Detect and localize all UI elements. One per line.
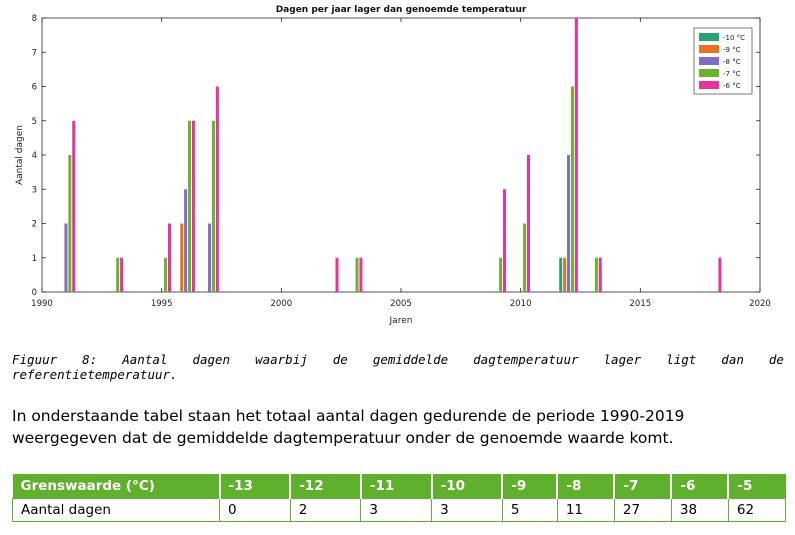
x-axis-label: Jaren	[389, 316, 413, 326]
caption-line-2: referentietemperatuur.	[12, 367, 178, 382]
bar	[120, 257, 124, 292]
y-tick-label: 1	[32, 254, 37, 264]
legend-swatch	[699, 57, 719, 65]
bar	[191, 120, 195, 292]
value-cell: 3	[431, 498, 503, 522]
caption-word: de	[768, 352, 784, 367]
intro-paragraph: In onderstaande tabel staan het totaal a…	[12, 407, 685, 447]
x-tick-label: 1990	[31, 299, 53, 309]
caption-word: waarbij	[255, 352, 308, 367]
bar	[594, 257, 598, 292]
caption-word: dan	[721, 352, 744, 367]
bar	[188, 120, 191, 292]
header-cell: -11	[360, 474, 433, 499]
y-tick-label: 4	[32, 151, 37, 161]
x-tick-label: 2005	[390, 299, 412, 309]
legend-label: -7 °C	[723, 70, 741, 78]
bar	[598, 257, 602, 292]
bar	[68, 155, 72, 292]
chart-title: Dagen per jaar lager dan genoemde temper…	[276, 5, 527, 15]
caption-word: dagtemperatuur	[473, 352, 579, 367]
legend-label: -9 °C	[723, 46, 741, 54]
bar-chart: Dagen per jaar lager dan genoemde temper…	[15, 5, 771, 326]
bar	[180, 223, 184, 292]
value-cell: 38	[670, 498, 729, 522]
caption-word: Figuur	[12, 352, 58, 367]
caption-word: lager	[603, 352, 642, 367]
bar	[211, 120, 215, 292]
x-tick-label: 2000	[271, 299, 293, 309]
bar	[718, 257, 722, 292]
bar	[359, 257, 363, 292]
header-cell: -5	[728, 474, 786, 499]
row-label-cell: Aantal dagen	[12, 498, 220, 522]
bar	[503, 189, 507, 292]
value-cell: 62	[727, 498, 787, 522]
threshold-table: Grenswaarde (°C) -13 -12 -11 -10 -9 -8 -…	[12, 474, 787, 522]
value-cell: 2	[289, 498, 362, 522]
bar	[167, 223, 171, 292]
y-tick-label: 0	[32, 288, 37, 298]
legend-label: -10 °C	[723, 34, 745, 42]
legend-swatch	[699, 69, 719, 77]
bar	[72, 120, 76, 292]
bar	[184, 189, 188, 292]
value-cell: 27	[613, 498, 672, 522]
bar	[563, 257, 567, 292]
bar	[523, 223, 527, 292]
caption-word: de	[332, 352, 348, 367]
header-cell: -9	[502, 474, 559, 499]
caption-word: gemiddelde	[372, 352, 449, 367]
value-cell: 11	[556, 498, 615, 522]
y-tick-label: 5	[32, 117, 37, 127]
header-label-cell: Grenswaarde (°C)	[12, 474, 221, 499]
caption-word: ligt	[666, 352, 697, 367]
bar	[64, 223, 68, 292]
bar	[526, 155, 530, 292]
bar	[116, 257, 120, 292]
bar	[355, 257, 359, 292]
y-tick-label: 8	[32, 14, 37, 24]
header-cell: -10	[431, 474, 504, 499]
bar	[574, 18, 578, 292]
header-cell: -7	[614, 474, 673, 499]
value-cell: 0	[219, 498, 291, 522]
bar	[559, 257, 563, 292]
bar	[215, 86, 219, 292]
bar	[567, 155, 571, 292]
caption-word: 8:	[82, 352, 98, 367]
header-cell: -12	[290, 474, 362, 499]
plot-area	[41, 17, 761, 293]
x-tick-label: 2020	[749, 299, 771, 309]
x-tick-label: 2015	[630, 299, 652, 309]
caption-word: dagen	[192, 352, 231, 367]
header-cell: -13	[219, 474, 292, 499]
table-row: Aantal dagen 0 2 3 3 5 11 27 38 62	[12, 498, 787, 522]
y-tick-label: 6	[32, 83, 37, 93]
x-tick-label: 2010	[510, 299, 532, 309]
bar	[164, 257, 168, 292]
y-axis-label: Aantal dagen	[15, 125, 25, 185]
bar	[570, 86, 574, 292]
legend-label: -8 °C	[723, 58, 741, 66]
x-tick-label: 1995	[151, 299, 173, 309]
header-cell: -8	[557, 474, 616, 499]
header-cell: -6	[671, 474, 730, 499]
caption-word: Aantal	[122, 352, 168, 367]
bar	[208, 223, 212, 292]
legend-label: -6 °C	[723, 82, 741, 90]
value-cell: 5	[501, 498, 558, 522]
y-tick-label: 7	[32, 48, 37, 58]
legend-swatch	[699, 33, 719, 41]
caption-line-1: Figuur 8: Aantal dagen waarbij de gemiddelde da…	[12, 352, 784, 367]
value-cell: 3	[360, 498, 433, 522]
legend-swatch	[699, 45, 719, 53]
bar	[335, 257, 339, 292]
y-tick-label: 2	[32, 220, 37, 230]
bar	[499, 257, 503, 292]
y-tick-label: 3	[32, 185, 37, 195]
legend-swatch	[699, 81, 719, 89]
figure-caption: Figuur 8: Aantal dagen waarbij de gemiddelde da…	[12, 352, 784, 382]
table-header-row: Grenswaarde (°C) -13 -12 -11 -10 -9 -8 -…	[12, 474, 786, 499]
